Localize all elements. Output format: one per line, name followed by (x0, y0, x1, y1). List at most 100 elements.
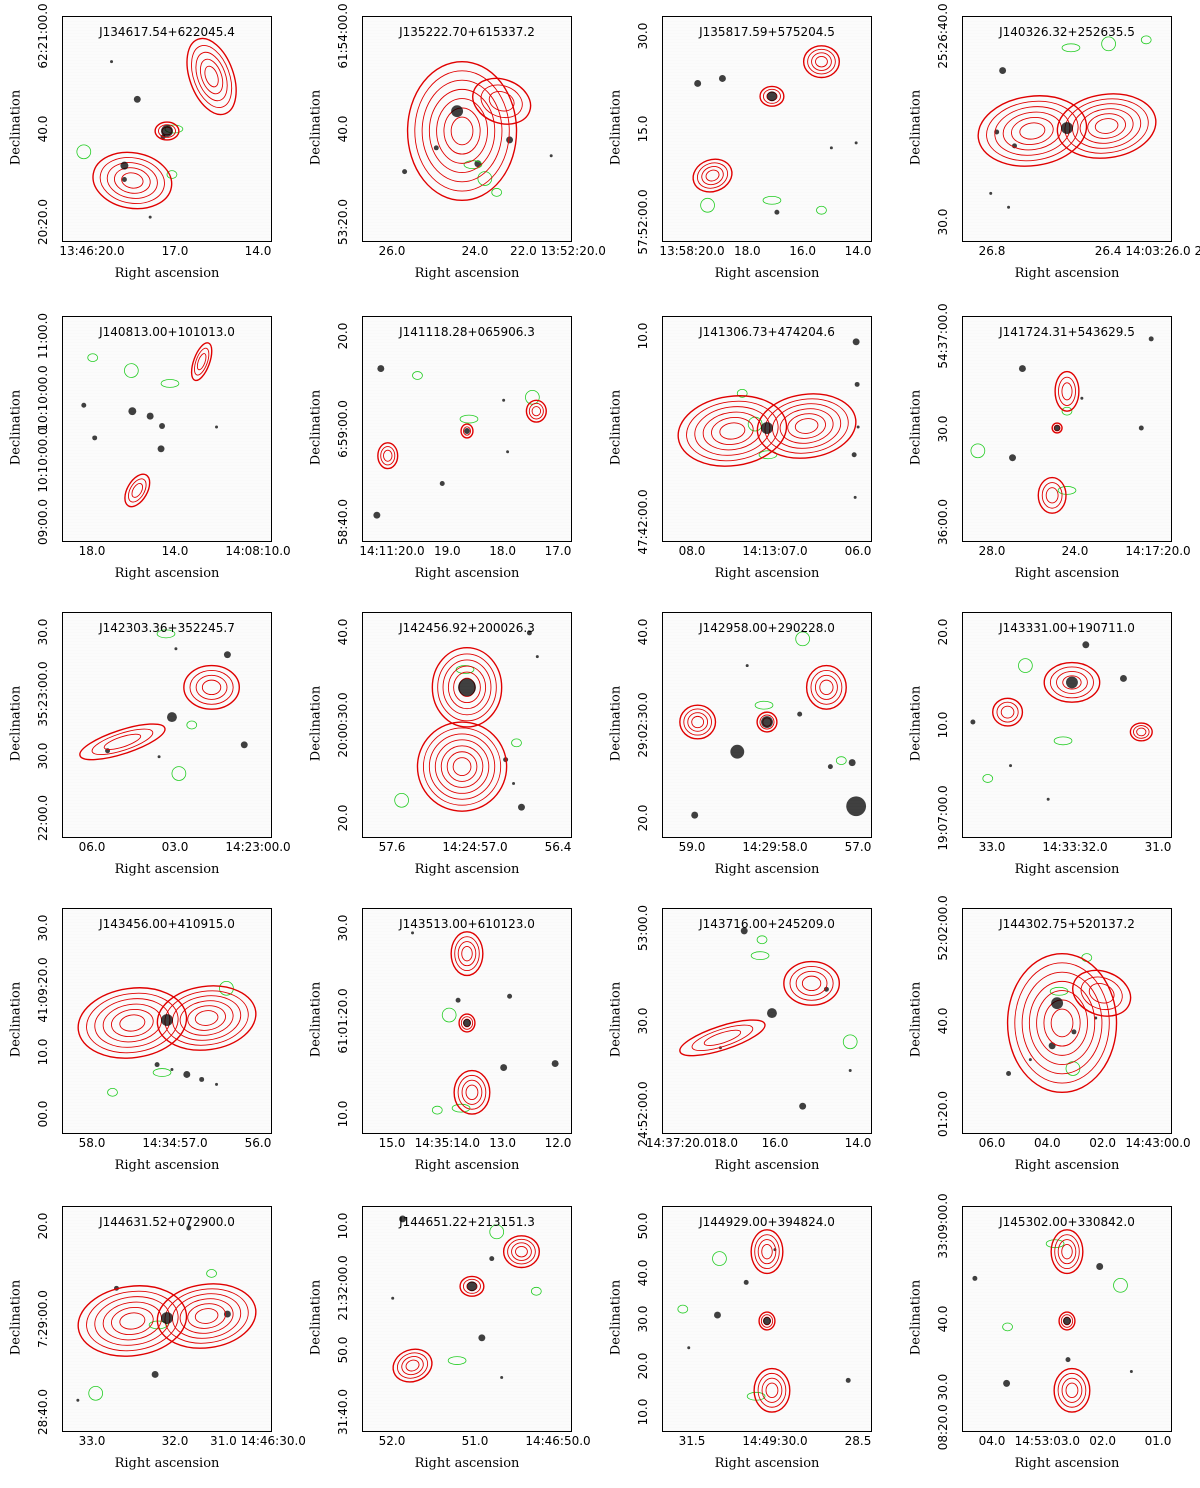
optical-source (1082, 641, 1090, 649)
x-axis-label: Right ascension (114, 862, 220, 877)
radio-contour (457, 1074, 487, 1110)
contour-map (972, 1229, 1133, 1413)
radio-contour (992, 697, 1024, 727)
x-ticks: 14:11:20.0 19.0 18.0 17.0 (340, 544, 594, 560)
negative-contour (677, 1304, 689, 1314)
radio-contour (106, 162, 158, 199)
image-plot: J141724.31+543629.5 (962, 316, 1172, 542)
y-tick-label: 10:10:00.0 (36, 365, 50, 431)
radio-contour (465, 1084, 479, 1100)
radio-contour (86, 1290, 179, 1352)
y-tick-label: 40.0 (36, 115, 50, 143)
radio-contour (679, 704, 717, 740)
optical-source (433, 145, 439, 151)
contour-map (679, 927, 858, 1110)
y-ticks: 53:00.0 30.0 24:52:00.0 (636, 905, 658, 1147)
y-ticks: 52:02:00.0 40.0 01:20.0 (936, 895, 958, 1137)
y-ticks: 62:21:00.0 40.0 20:20.0 (36, 3, 58, 245)
panel-title: J141118.28+065906.3 (399, 325, 535, 339)
x-tick-label: 33.0 (978, 840, 1006, 854)
y-tick-label: 40.0 (336, 115, 350, 143)
radio-contour (779, 408, 834, 444)
x-tick-label: 14:33:32.0 (1042, 840, 1108, 854)
x-axis-label: Right ascension (1014, 862, 1120, 877)
x-tick-label: 26.0 (378, 244, 406, 258)
optical-source (455, 997, 461, 1003)
radio-contour (196, 353, 207, 371)
radio-contour (480, 84, 523, 119)
y-axis-label: Declination (908, 981, 924, 1058)
y-tick-label: 54:37:00.0 (936, 303, 950, 369)
y-tick-label: 10.0 (636, 322, 650, 350)
optical-source (1096, 1263, 1104, 1270)
radio-contour (201, 679, 222, 696)
optical-source (148, 215, 152, 219)
negative-contour (87, 353, 99, 363)
radio-contour (1087, 113, 1126, 139)
optical-source (110, 60, 114, 64)
contour-map (679, 631, 867, 819)
radio-contour (807, 48, 836, 75)
radio-contour (1088, 983, 1115, 1004)
contour-map (76, 37, 237, 219)
optical-source (81, 402, 87, 408)
radio-contour (186, 37, 237, 116)
radio-contour (1056, 93, 1157, 159)
x-axis-label: Right ascension (414, 1158, 520, 1173)
optical-source (439, 481, 445, 486)
negative-contour (756, 935, 768, 945)
y-tick-label: 10.0 (636, 1398, 650, 1426)
y-ticks: 11:00.0 10:10:00.0 10:10:00.0 09:00.0 (36, 313, 58, 545)
radio-contour (1043, 999, 1081, 1047)
optical-source (829, 146, 833, 150)
radio-contour (996, 701, 1019, 723)
y-tick-label: 21:32:00.0 (336, 1255, 350, 1321)
negative-contour (166, 170, 178, 179)
optical-source (128, 407, 137, 416)
x-tick-label: 13:58:20.0 (659, 244, 725, 258)
radio-contour (1045, 487, 1059, 504)
y-tick-label: 28:40.0 (36, 1388, 50, 1436)
radio-contour (794, 418, 819, 434)
optical-source (1007, 205, 1011, 209)
radio-contour (416, 721, 508, 812)
negative-contour (88, 1385, 104, 1401)
figure-panel: Declination J135817.59+575204.5 30.0 15.0 57… (600, 0, 900, 297)
optical-source (133, 95, 141, 103)
panel-title: J143513.00+610123.0 (399, 917, 535, 931)
x-tick-label: 13:46:20.0 (59, 244, 125, 258)
x-axis-label: Right ascension (714, 1158, 820, 1173)
optical-source (846, 796, 867, 817)
radio-contour (502, 1235, 540, 1269)
x-ticks: 33.0 32.0 31.0 14:46:30.0 (40, 1434, 306, 1450)
radio-contour (195, 674, 228, 700)
contour-map (970, 336, 1154, 514)
x-ticks: 18.0 14.0 14:08:10.0 (40, 544, 294, 560)
optical-source (1006, 1071, 1012, 1076)
radio-contour (195, 51, 228, 102)
radio-contour (1019, 122, 1046, 140)
negative-contour (530, 1286, 542, 1296)
optical-source (851, 452, 857, 458)
radio-contour (1061, 382, 1073, 401)
image-plot: J141118.28+065906.3 (362, 316, 572, 542)
radio-contour (434, 739, 490, 794)
x-tick-label: 28.0 (978, 544, 1006, 558)
radio-contour (102, 1003, 162, 1043)
radio-contour (450, 116, 474, 146)
panel-title: J140326.32+252635.5 (999, 25, 1135, 39)
radio-contour (756, 393, 857, 459)
contour-map (391, 1215, 542, 1383)
negative-contour (171, 766, 187, 781)
negative-contour (762, 195, 782, 205)
y-axis-label: Declination (8, 685, 24, 762)
y-tick-label: 33:09:00.0 (936, 1193, 950, 1259)
image-plot: J134617.54+622045.4 (62, 16, 272, 242)
radio-contour (805, 664, 847, 710)
panel-title: J143331.00+190711.0 (999, 621, 1135, 635)
negative-contour (970, 443, 986, 459)
radio-contour (511, 1242, 532, 1261)
radio-contour (377, 442, 399, 470)
optical-source (989, 191, 993, 195)
optical-source (464, 428, 470, 434)
